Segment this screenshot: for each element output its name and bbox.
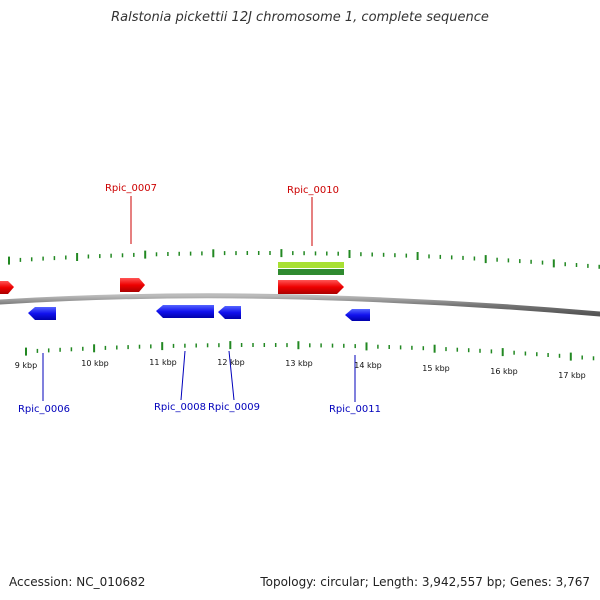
length-label: Length: xyxy=(372,575,419,589)
gene-label-rpic-0011[interactable]: Rpic_0011 xyxy=(329,404,381,415)
sequence-backbone xyxy=(0,293,600,317)
length-value: 3,942,557 bp xyxy=(421,575,502,589)
scale-label: 10 kbp xyxy=(81,359,109,368)
feature-bar-dark[interactable] xyxy=(278,269,344,275)
gene-arrow-rpic-0007[interactable] xyxy=(120,278,145,292)
accession-info: Accession: NC_010682 xyxy=(9,575,145,589)
reverse-tick-track xyxy=(25,341,595,361)
gene-label-rpic-0007[interactable]: Rpic_0007 xyxy=(105,183,157,194)
sequence-summary: Topology: circular; Length: 3,942,557 bp… xyxy=(260,575,590,589)
leader-line-rpic-0008 xyxy=(180,350,186,401)
gene-arrow-rpic-0011[interactable] xyxy=(345,309,370,321)
topology-value: circular xyxy=(320,575,365,589)
gene-label-rpic-0006[interactable]: Rpic_0006 xyxy=(18,404,70,415)
gene-label-rpic-0009[interactable]: Rpic_0009 xyxy=(208,402,260,413)
genes-value: 3,767 xyxy=(555,575,590,589)
scale-label: 9 kbp xyxy=(15,361,37,370)
gene-label-rpic-0010[interactable]: Rpic_0010 xyxy=(287,185,339,196)
feature-bar-light[interactable] xyxy=(278,262,344,268)
accession-value: NC_010682 xyxy=(76,575,146,589)
scale-label: 11 kbp xyxy=(149,358,177,367)
leader-line-rpic-0009 xyxy=(228,350,235,401)
scale-label: 15 kbp xyxy=(422,364,450,373)
forward-tick-track xyxy=(8,249,600,269)
accession-label: Accession: xyxy=(9,575,73,589)
gene-arrow-rpic-0009[interactable] xyxy=(218,306,241,319)
scale-labels: 9 kbp 10 kbp 11 kbp 12 kbp 13 kbp 14 kbp… xyxy=(15,358,586,380)
scale-label: 17 kbp xyxy=(558,371,586,380)
genes-label: Genes: xyxy=(509,575,552,589)
topology-label: Topology: xyxy=(260,575,317,589)
map-title: Ralstonia pickettii 12J chromosome 1, co… xyxy=(111,10,489,25)
scale-label: 12 kbp xyxy=(217,358,245,367)
gene-label-rpic-0008[interactable]: Rpic_0008 xyxy=(154,402,206,413)
gene-arrow-rpic-0008[interactable] xyxy=(156,305,214,318)
gene-arrow-partial-left[interactable] xyxy=(0,281,14,294)
scale-label: 13 kbp xyxy=(285,359,313,368)
gene-arrow-rpic-0006[interactable] xyxy=(28,307,56,320)
scale-label: 16 kbp xyxy=(490,367,518,376)
gene-arrow-rpic-0010[interactable] xyxy=(278,280,344,294)
scale-label: 14 kbp xyxy=(354,361,382,370)
